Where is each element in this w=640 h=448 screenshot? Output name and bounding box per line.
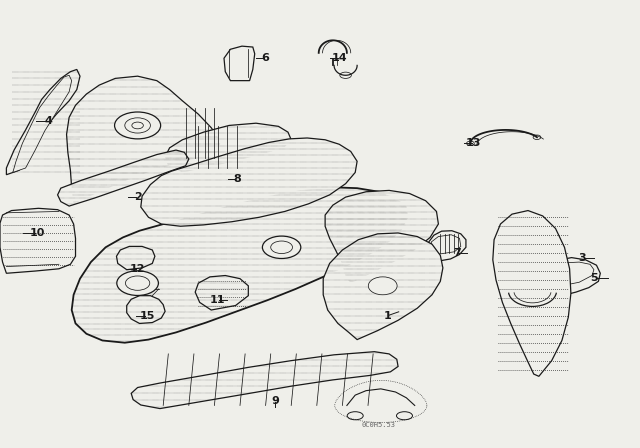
Text: 2: 2 <box>134 192 141 202</box>
Polygon shape <box>429 231 466 261</box>
Polygon shape <box>552 262 594 287</box>
Text: 0C0H5.53: 0C0H5.53 <box>362 422 396 428</box>
Text: 7: 7 <box>454 248 461 258</box>
Polygon shape <box>131 352 398 409</box>
Ellipse shape <box>348 412 364 420</box>
Text: 8: 8 <box>233 174 241 184</box>
Text: 3: 3 <box>579 253 586 263</box>
Polygon shape <box>58 150 189 206</box>
Ellipse shape <box>369 277 397 295</box>
Polygon shape <box>323 233 443 340</box>
Polygon shape <box>72 187 408 343</box>
Ellipse shape <box>271 241 292 254</box>
Polygon shape <box>127 296 165 323</box>
Ellipse shape <box>397 412 413 420</box>
Ellipse shape <box>115 112 161 139</box>
Polygon shape <box>6 69 80 175</box>
Polygon shape <box>141 138 357 226</box>
Text: 11: 11 <box>210 295 225 305</box>
Polygon shape <box>325 190 438 283</box>
Text: 14: 14 <box>332 53 347 63</box>
Polygon shape <box>195 276 248 310</box>
Ellipse shape <box>116 271 159 296</box>
Text: 13: 13 <box>466 138 481 148</box>
Ellipse shape <box>262 236 301 258</box>
Text: 12: 12 <box>130 264 145 274</box>
Polygon shape <box>116 246 155 270</box>
Text: 15: 15 <box>140 311 155 321</box>
Polygon shape <box>431 235 461 254</box>
Text: 9: 9 <box>271 396 279 406</box>
Text: 6: 6 <box>262 53 269 63</box>
Ellipse shape <box>125 276 150 290</box>
Text: 1: 1 <box>383 311 391 321</box>
Polygon shape <box>0 208 76 273</box>
Ellipse shape <box>340 72 351 78</box>
Ellipse shape <box>467 141 474 146</box>
Ellipse shape <box>132 122 143 129</box>
Polygon shape <box>493 211 571 376</box>
Text: 5: 5 <box>590 273 598 283</box>
Polygon shape <box>165 123 291 172</box>
Polygon shape <box>547 258 600 296</box>
Polygon shape <box>67 76 221 204</box>
Text: 4: 4 <box>44 116 52 126</box>
Text: 10: 10 <box>29 228 45 238</box>
Ellipse shape <box>125 118 150 133</box>
Polygon shape <box>224 46 255 81</box>
Ellipse shape <box>533 135 541 139</box>
Polygon shape <box>13 75 72 172</box>
